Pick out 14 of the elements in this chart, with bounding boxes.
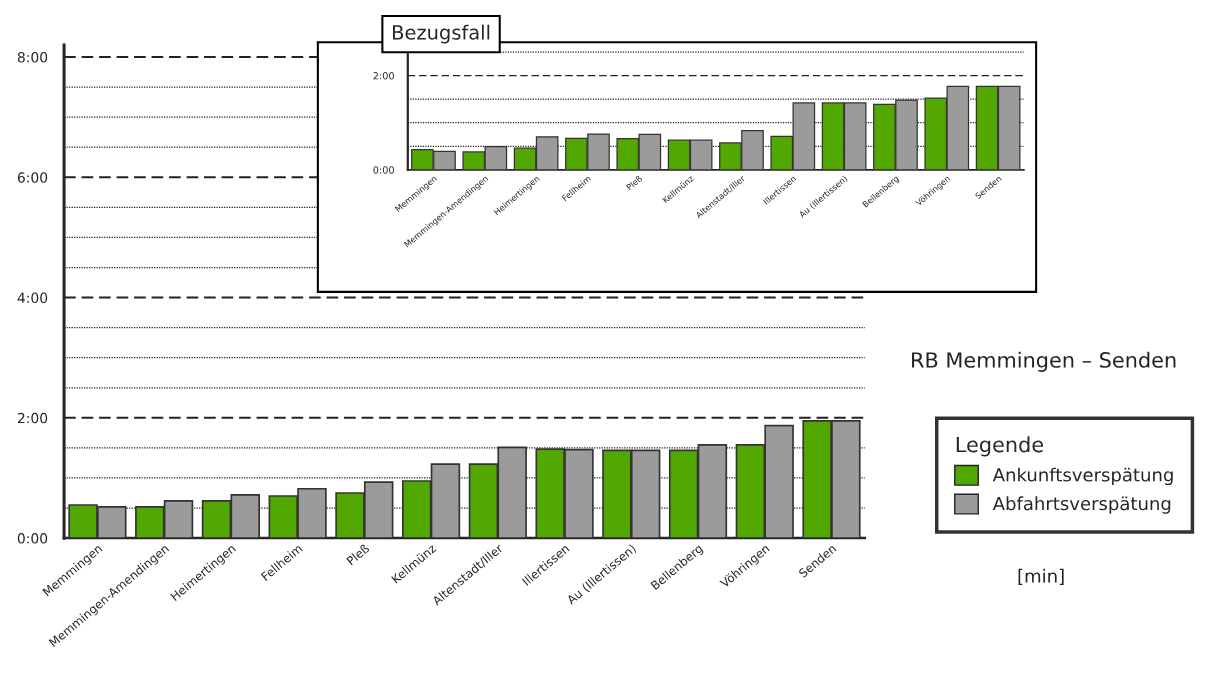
y-tick-label: 2:00: [17, 412, 48, 424]
legend-title: Legende: [956, 436, 1044, 457]
x-tick-label: Pleß: [625, 174, 643, 191]
y-tick-label: 6:00: [17, 172, 48, 183]
text: [min]: [1018, 568, 1064, 585]
y-tick-label: 8:00: [17, 52, 48, 63]
legend-label: Ankunftsverspätung: [992, 467, 1173, 486]
y-tick-label: 2:00: [373, 72, 394, 80]
y-tick-label: 0:00: [17, 533, 48, 544]
y-tick-label: 0:00: [373, 166, 394, 174]
chart-title: Bezugsfall: [393, 24, 490, 44]
legend-label: Abfahrtsverspätung: [992, 496, 1171, 514]
text: RB Memmingen – Senden: [912, 351, 1176, 372]
y-tick-label: 4:00: [17, 292, 48, 304]
